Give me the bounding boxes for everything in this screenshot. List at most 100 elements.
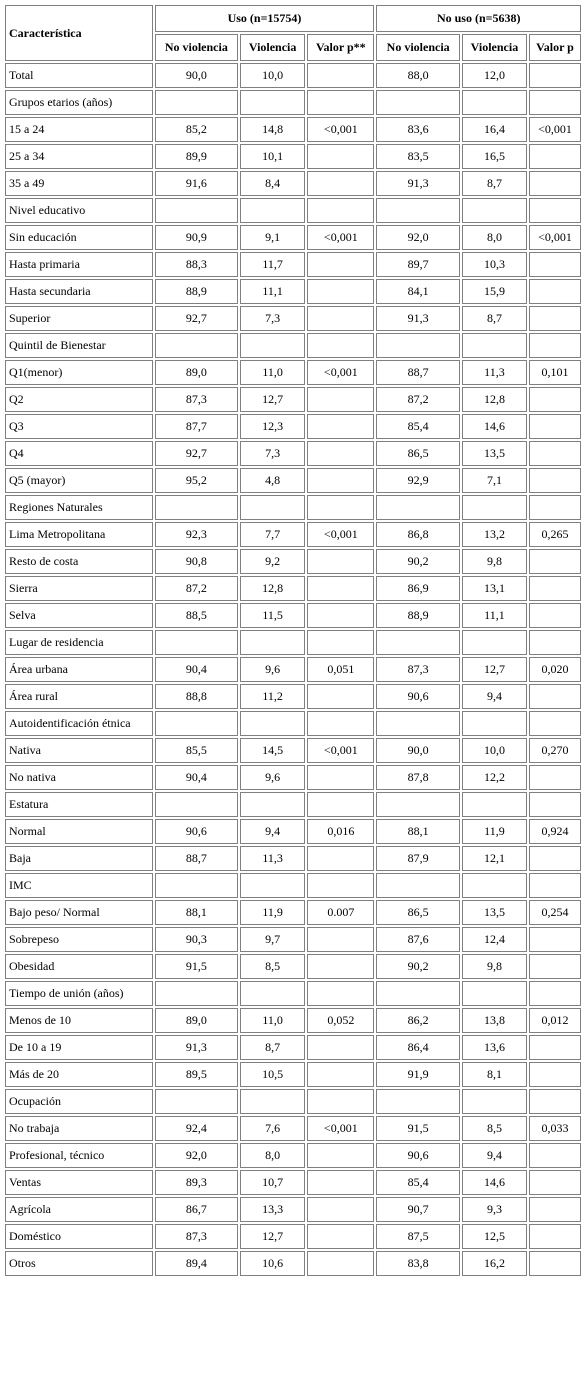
nouse-no-violence-cell: 87,2: [376, 387, 460, 412]
use-no-violence-cell: 86,7: [154, 1197, 239, 1222]
row-label-cell: Más de 20: [5, 1062, 153, 1087]
row-label-cell: Q1(menor): [5, 360, 153, 385]
use-violence-cell: 12,3: [240, 414, 306, 439]
table-row: Estatura: [5, 792, 581, 817]
nouse-no-violence-cell: [376, 1089, 460, 1114]
row-label-cell: Menos de 10: [5, 1008, 153, 1033]
use-p-value-cell: [307, 792, 375, 817]
nouse-p-value-cell: [529, 279, 581, 304]
nouse-no-violence-cell: 85,4: [376, 414, 460, 439]
use-no-violence-cell: 89,3: [154, 1170, 239, 1195]
use-no-violence-cell: [154, 873, 239, 898]
row-label-cell: Resto de costa: [5, 549, 153, 574]
characteristic-header: Característica: [5, 5, 153, 61]
nouse-no-violence-cell: [376, 198, 460, 223]
table-row: Tiempo de unión (años): [5, 981, 581, 1006]
nouse-p-value-cell: [529, 414, 581, 439]
nouse-violence-cell: 12,1: [461, 846, 528, 871]
row-label-cell: Otros: [5, 1251, 153, 1276]
nouse-violence-cell: 13,1: [461, 576, 528, 601]
nouse-no-violence-cell: [376, 630, 460, 655]
use-p-value-cell: [307, 1251, 375, 1276]
row-label-cell: Grupos etarios (años): [5, 90, 153, 115]
nouse-no-violence-cell: 83,5: [376, 144, 460, 169]
row-label-cell: Nativa: [5, 738, 153, 763]
use-violence-cell: 7,3: [240, 306, 306, 331]
nouse-violence-cell: 12,8: [461, 387, 528, 412]
nouse-p-value-cell: 0,270: [529, 738, 581, 763]
nouse-no-violence-cell: 87,6: [376, 927, 460, 952]
nouse-no-violence-cell: 91,5: [376, 1116, 460, 1141]
nouse-violence-cell: [461, 792, 528, 817]
nouse-p-value-cell: [529, 333, 581, 358]
nouse-no-violence-cell: 86,2: [376, 1008, 460, 1033]
nouse-violence-cell: 16,2: [461, 1251, 528, 1276]
nouse-no-violence-cell: 87,3: [376, 657, 460, 682]
nouse-violence-cell: [461, 630, 528, 655]
use-no-violence-cell: [154, 1089, 239, 1114]
use-no-violence-cell: 89,0: [154, 1008, 239, 1033]
use-violence-cell: 10,7: [240, 1170, 306, 1195]
nouse-p-value-cell: 0,265: [529, 522, 581, 547]
table-row: Normal 90,6 9,4 0,016 88,1 11,9 0,924: [5, 819, 581, 844]
nouse-violence-cell: 16,4: [461, 117, 528, 142]
row-label-cell: Q2: [5, 387, 153, 412]
use-p-value-cell: 0.007: [307, 900, 375, 925]
nouse-violence-cell: 13,8: [461, 1008, 528, 1033]
table-row: Superior 92,7 7,3 91,3 8,7: [5, 306, 581, 331]
use-violence-cell: [240, 630, 306, 655]
use-p-value-cell: [307, 171, 375, 196]
use-p-value-cell: <0,001: [307, 117, 375, 142]
table-row: Sin educación 90,9 9,1 <0,001 92,0 8,0 <0,001: [5, 225, 581, 250]
nouse-p-value-cell: [529, 684, 581, 709]
table-row: Doméstico 87,3 12,7 87,5 12,5: [5, 1224, 581, 1249]
use-p-value-cell: [307, 765, 375, 790]
nouse-no-violence-cell: 85,4: [376, 1170, 460, 1195]
nouse-p-value-cell: [529, 630, 581, 655]
table-row: 15 a 24 85,2 14,8 <0,001 83,6 16,4 <0,001: [5, 117, 581, 142]
use-violence-cell: 10,6: [240, 1251, 306, 1276]
table-row: Hasta primaria 88,3 11,7 89,7 10,3: [5, 252, 581, 277]
nouse-p-value-cell: [529, 954, 581, 979]
use-no-violence-cell: 88,1: [154, 900, 239, 925]
nouse-no-violence-cell: 90,7: [376, 1197, 460, 1222]
use-violence-cell: 11,7: [240, 252, 306, 277]
nouse-violence-cell: 11,3: [461, 360, 528, 385]
row-label-cell: Sierra: [5, 576, 153, 601]
nouse-violence-cell: 13,6: [461, 1035, 528, 1060]
col-header-use-violence: Violencia: [240, 34, 306, 61]
nouse-p-value-cell: [529, 711, 581, 736]
nouse-no-violence-cell: 83,6: [376, 117, 460, 142]
table-row: Q4 92,7 7,3 86,5 13,5: [5, 441, 581, 466]
nouse-p-value-cell: [529, 576, 581, 601]
use-violence-cell: 10,5: [240, 1062, 306, 1087]
nouse-violence-cell: 12,0: [461, 63, 528, 88]
nouse-no-violence-cell: 91,3: [376, 171, 460, 196]
use-violence-cell: [240, 711, 306, 736]
use-violence-cell: 14,8: [240, 117, 306, 142]
use-group-header: Uso (n=15754): [154, 5, 375, 32]
nouse-no-violence-cell: [376, 333, 460, 358]
row-label-cell: Autoidentificación étnica: [5, 711, 153, 736]
use-no-violence-cell: 92,7: [154, 441, 239, 466]
row-label-cell: Normal: [5, 819, 153, 844]
nouse-violence-cell: 8,0: [461, 225, 528, 250]
use-violence-cell: 9,6: [240, 765, 306, 790]
use-p-value-cell: [307, 1062, 375, 1087]
use-p-value-cell: [307, 684, 375, 709]
row-label-cell: Superior: [5, 306, 153, 331]
use-p-value-cell: [307, 630, 375, 655]
use-no-violence-cell: 88,8: [154, 684, 239, 709]
use-p-value-cell: [307, 1224, 375, 1249]
use-p-value-cell: [307, 306, 375, 331]
nouse-no-violence-cell: 86,8: [376, 522, 460, 547]
nouse-no-violence-cell: 90,6: [376, 684, 460, 709]
use-violence-cell: 11,1: [240, 279, 306, 304]
table-row: Ventas 89,3 10,7 85,4 14,6: [5, 1170, 581, 1195]
row-label-cell: Sin educación: [5, 225, 153, 250]
table-row: No trabaja 92,4 7,6 <0,001 91,5 8,5 0,033: [5, 1116, 581, 1141]
nouse-no-violence-cell: 92,0: [376, 225, 460, 250]
use-no-violence-cell: 95,2: [154, 468, 239, 493]
nouse-no-violence-cell: [376, 90, 460, 115]
nouse-p-value-cell: [529, 846, 581, 871]
